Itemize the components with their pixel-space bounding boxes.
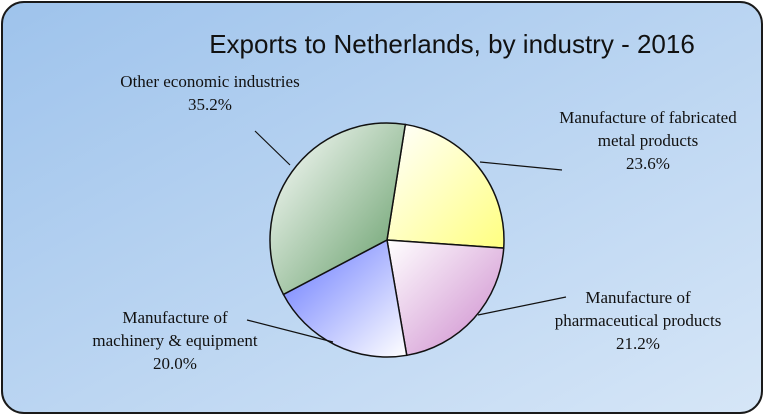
chart-title: Exports to Netherlands, by industry - 20… [209, 29, 695, 59]
slice-label: Other economic industries 35.2% [120, 70, 300, 116]
value-label: 35.2% [188, 95, 232, 114]
pie-slice [386, 239, 505, 357]
pie-slice [386, 123, 505, 249]
pie-slice [282, 238, 408, 358]
category-label: Manufacture of pharmaceutical products [554, 288, 722, 330]
value-label: 21.2% [616, 334, 660, 353]
leader-line [477, 296, 567, 316]
slice-label: Manufacture of fabricated metal products… [558, 106, 738, 175]
leader-line [246, 319, 334, 343]
leader-line [254, 130, 291, 166]
pie-slice [269, 122, 407, 296]
category-label: Manufacture of machinery & equipment [92, 308, 258, 350]
slice-label: Manufacture of machinery & equipment 20.0… [85, 306, 265, 375]
category-label: Other economic industries [120, 72, 300, 91]
slice-label: Manufacture of pharmaceutical products 21… [548, 286, 728, 355]
value-label: 23.6% [626, 154, 670, 173]
value-label: 20.0% [153, 354, 197, 373]
leader-line [479, 161, 563, 171]
category-label: Manufacture of fabricated metal products [559, 108, 737, 150]
